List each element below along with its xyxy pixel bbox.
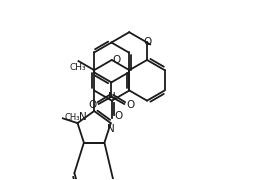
Text: N: N — [79, 112, 86, 122]
Text: O: O — [126, 100, 135, 110]
Text: CH₃: CH₃ — [65, 113, 81, 122]
Text: O: O — [88, 100, 97, 110]
Text: CH₃: CH₃ — [69, 63, 86, 72]
Text: O: O — [143, 37, 151, 48]
Text: O: O — [115, 111, 123, 122]
Text: O: O — [113, 55, 121, 65]
Text: N: N — [108, 92, 115, 102]
Text: N: N — [107, 124, 115, 134]
